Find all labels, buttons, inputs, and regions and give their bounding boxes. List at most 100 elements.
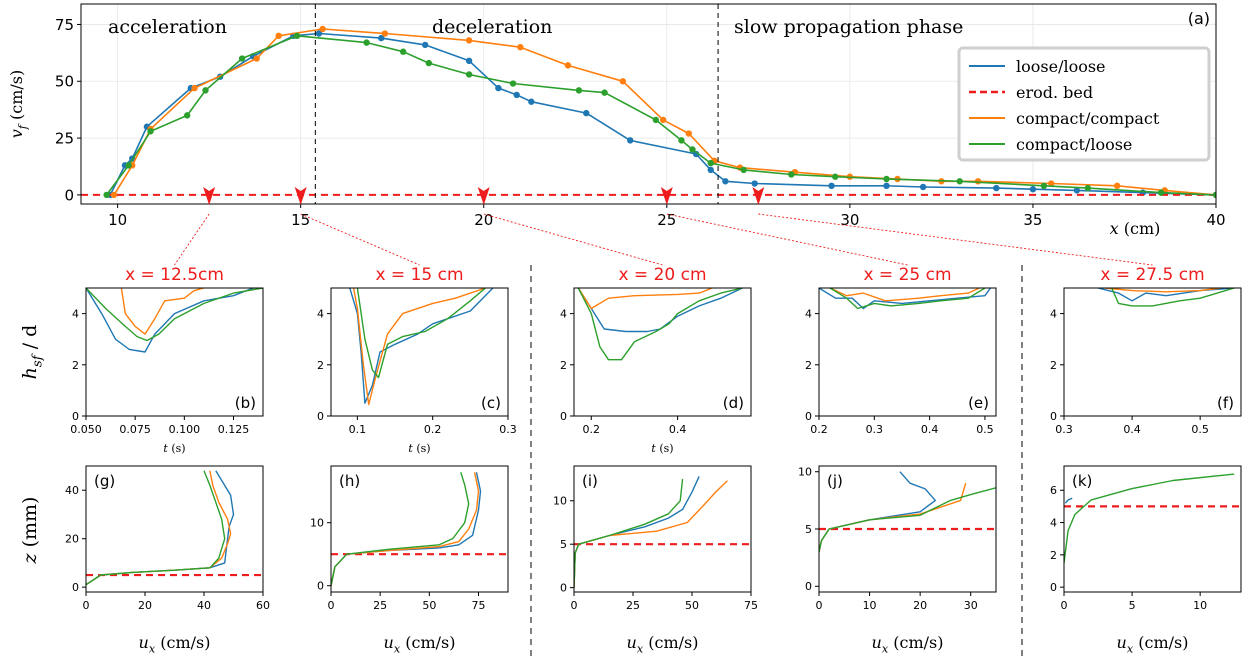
series-line-loose [577,288,743,333]
data-point [601,89,608,96]
data-point [659,116,667,124]
data-point [125,162,132,169]
axes-frame [1063,287,1242,417]
svg-text:t (s): t (s) [163,442,185,455]
data-point [465,57,473,65]
data-point [378,34,385,42]
x-axis-label: ux (cm/s) [627,633,699,655]
x-tick-label: 0.3 [1055,423,1073,436]
y-tick-label: 20 [65,533,79,546]
data-point [495,84,502,92]
x-tick-label: 30 [840,211,859,229]
svg-text:ux (cm/s): ux (cm/s) [139,633,211,655]
data-point [425,59,433,67]
x-tick-label: 40 [197,599,211,612]
data-point [564,62,572,69]
y-tick-label: 0 [805,580,812,593]
data-point [692,150,700,158]
y-tick-label: 0 [72,410,79,423]
plot-area [81,25,1216,199]
x-tick-label: 5 [1129,599,1136,612]
x-tick-label: 0.3 [499,423,517,436]
x-tick-label: 20 [138,599,152,612]
connector-line [300,213,420,266]
data-point [828,182,835,190]
data-point [788,171,795,178]
plot-area [349,288,494,406]
panel-label: (c) [481,394,501,412]
y-tick-label: 2 [72,359,79,372]
data-point [191,84,198,92]
x-tick-label: 50 [422,599,436,612]
x-tick-label: 40 [1206,211,1225,229]
phase-label: acceleration [108,16,227,38]
data-point [293,32,301,40]
x-tick-label: 25 [626,599,640,612]
data-point [883,182,890,190]
x-tick-label: 35 [1023,211,1042,229]
x-axis-label: ux (cm/s) [1117,633,1189,655]
phase-label: deceleration [432,16,552,38]
series-line-cloose [577,288,743,361]
y-tick-label: 50 [55,73,74,91]
y-tick-label: 6 [1050,484,1057,497]
y-tick-label: 2 [1050,359,1057,372]
x-axis-label: ux (cm/s) [139,633,211,655]
data-point [103,191,110,199]
x-tick-label: 0.5 [976,423,994,436]
panel-e: 0.2 0.3 0.4 0.5 0 2 4 (e) x = 25 cm [805,265,997,436]
series-line-loose [349,288,494,404]
svg-text:ux (cm/s): ux (cm/s) [627,633,699,655]
svg-text:hsf / d: hsf / d [19,325,45,380]
legend-label: erod. bed [1016,83,1093,102]
series-line-loose [86,288,254,353]
x-tick-label: 0.075 [119,423,151,436]
y-tick-label: 10 [798,466,812,479]
panel-label: (k) [1072,472,1092,490]
plot-area [1064,473,1241,563]
data-point [147,128,154,135]
data-point [707,166,714,174]
legend-label: compact/loose [1016,135,1132,154]
x-tick-label: 0.2 [583,423,601,436]
panel-a: 10 15 20 25 30 35 40 0 25 50 75 (a) acceleration dece… [7,3,1226,238]
panel-b: 0.050 0.075 0.100 0.125 0 2 4 (b) x = 12.5cm t (s… [70,265,264,455]
axes-frame [1063,465,1242,593]
svg-text:ux (cm/s): ux (cm/s) [1117,633,1189,655]
panel-i: 0 25 50 75 0 5 10 (i) ux (cm/s) [553,465,758,655]
axes-frame [330,287,509,417]
x-tick-label: 0.2 [424,423,442,436]
x-tick-label: 75 [472,599,486,612]
data-point [399,48,407,55]
x-axis-label: t (s) [163,442,185,455]
x-axis-label: ux (cm/s) [872,633,944,655]
data-point [110,191,118,199]
x-tick-label: 0 [816,599,823,612]
y-axis-label: vf (cm/s) [7,70,29,139]
series-line-loose [1064,497,1073,504]
x-tick-label: 25 [373,599,387,612]
panel-label: (d) [723,394,744,412]
x-tick-label: 0.3 [866,423,884,436]
y-tick-label: 0 [560,410,567,423]
x-axis-label: t (s) [408,442,430,455]
series-line-cloose [829,288,986,310]
y-tick-label: 0 [1050,581,1057,594]
series-line-loose [574,476,700,588]
axes-frame [330,465,509,593]
plot-area [819,288,992,310]
y-tick-label: 0 [72,581,79,594]
connector-line [174,213,210,266]
plot-area [577,288,743,361]
data-point [517,43,524,51]
snapshot-marker [660,187,673,205]
data-point [238,55,246,62]
y-tick-label: 2 [560,359,567,372]
svg-text:ux (cm/s): ux (cm/s) [872,633,944,655]
y-tick-label: 4 [1050,516,1057,529]
x-tick-label: 30 [964,599,978,612]
panel-d: 0.2 0.4 0 2 4 (d) x = 20 cm t (s) [560,265,752,455]
plot-area [331,472,508,586]
x-tick-label: 0.5 [1191,423,1209,436]
x-tick-label: 20 [913,599,927,612]
